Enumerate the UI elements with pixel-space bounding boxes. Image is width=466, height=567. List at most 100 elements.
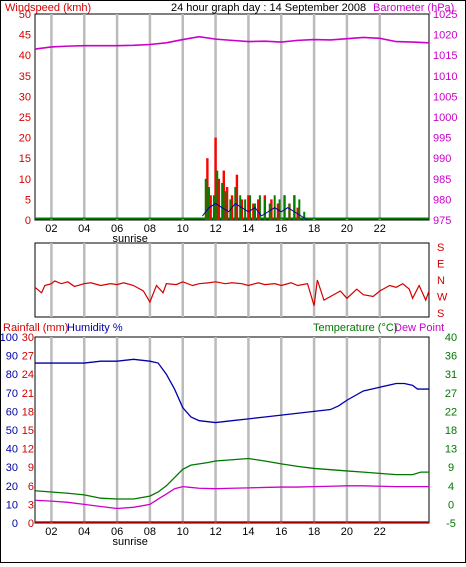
rainfall-tick-label: 24: [22, 369, 34, 381]
temperature-tick-label: 9: [448, 462, 454, 474]
humidity-tick-label: 40: [6, 444, 18, 456]
average-wind-bar: [298, 199, 301, 220]
barometer-tick-label: 995: [433, 133, 451, 145]
gust-bar: [214, 137, 217, 220]
temp-sunrise-label: sunrise: [112, 536, 147, 548]
wind-x-tick-label: 02: [45, 223, 57, 235]
temp-x-tick-label: 04: [78, 526, 90, 538]
average-wind-bar: [293, 195, 296, 220]
temp-x-tick-label: 14: [242, 526, 254, 538]
barometer-axis-label: Barometer (hPa): [373, 2, 454, 14]
direction-tick-label: W: [437, 292, 448, 304]
average-wind-bar: [283, 195, 286, 220]
direction-tick-label: E: [437, 259, 444, 271]
wind-sunrise-label: sunrise: [112, 233, 147, 245]
temp-plot-area: [34, 336, 430, 524]
wind-x-tick-label: 06: [111, 223, 123, 235]
direction-tick-label: S: [437, 242, 444, 254]
gust-bar: [252, 203, 255, 220]
gust-bar: [206, 158, 209, 220]
average-wind-bar: [288, 203, 291, 220]
temperature-tick-label: 36: [445, 351, 457, 363]
wind-direction-line: [34, 279, 430, 306]
windspeed-tick-label: 35: [19, 71, 31, 83]
temp-x-tick-label: 08: [144, 526, 156, 538]
average-wind-bar: [253, 203, 256, 220]
temperature-tick-label: 22: [445, 406, 457, 418]
gust-bar: [225, 187, 229, 220]
humidity-tick-label: 90: [6, 351, 18, 363]
rainfall-tick-label: 12: [22, 444, 34, 456]
temperature-tick-label: 13: [445, 444, 457, 456]
rainfall-tick-label: 6: [28, 481, 34, 493]
temperature-tick-label: 4: [448, 481, 454, 493]
temperature-tick-label: 40: [445, 332, 457, 344]
gust-bar: [222, 170, 225, 220]
gust-bar: [257, 199, 260, 220]
rainfall-tick-label: 0: [28, 518, 34, 530]
wind-x-tick-label: 22: [374, 223, 386, 235]
barometer-tick-label: 1010: [433, 71, 457, 83]
barometer-tick-label: 1015: [433, 50, 457, 62]
temperature-tick-label: -5: [446, 518, 456, 530]
gust-bar: [235, 174, 239, 220]
windspeed-tick-label: 25: [19, 112, 31, 124]
average-wind-bar: [263, 199, 266, 220]
humidity-line: [35, 358, 429, 424]
temp-x-tick-label: 20: [341, 526, 353, 538]
gust-bar: [217, 178, 221, 220]
temp-x-tick-label: 16: [275, 526, 287, 538]
wind-x-tick-label: 08: [144, 223, 156, 235]
average-wind-bar: [208, 187, 211, 220]
rainfall-tick-label: 27: [22, 351, 34, 363]
rainfall-tick-label: 15: [22, 425, 34, 437]
gust-bar: [276, 203, 280, 220]
temp-x-tick-label: 02: [45, 526, 57, 538]
rainfall-tick-label: 3: [28, 499, 34, 511]
humidity-tick-label: 10: [6, 499, 18, 511]
temp-x-tick-label: 18: [308, 526, 320, 538]
temp-x-tick-label: 12: [209, 526, 221, 538]
barometer-tick-label: 985: [433, 174, 451, 186]
windspeed-tick-label: 15: [19, 153, 31, 165]
rainfall-axis-label: Rainfall (mm): [3, 322, 68, 334]
windspeed-tick-label: 10: [19, 174, 31, 186]
barometer-tick-label: 990: [433, 153, 451, 165]
humidity-tick-label: 80: [6, 369, 18, 381]
average-wind-bar: [216, 170, 219, 220]
barometer-tick-label: 980: [433, 194, 451, 206]
dewpoint-line: [34, 485, 429, 510]
average-wind-bar: [268, 203, 271, 220]
wind-x-tick-label: 14: [242, 223, 254, 235]
wind-x-tick-label: 20: [341, 223, 353, 235]
windspeed-tick-label: 40: [19, 50, 31, 62]
temperature-axis-label: Temperature (°C): [313, 322, 397, 334]
humidity-tick-label: 100: [1, 332, 18, 344]
average-wind-bar: [204, 178, 207, 220]
windspeed-tick-label: 50: [19, 9, 31, 21]
windspeed-tick-label: 20: [19, 133, 31, 145]
wind-x-tick-label: 16: [275, 223, 287, 235]
windspeed-tick-label: 0: [25, 215, 31, 227]
humidity-tick-label: 60: [6, 406, 18, 418]
wind-plot-area: [34, 13, 430, 221]
average-wind-bar: [212, 195, 215, 220]
average-wind-bar: [303, 211, 306, 220]
wind-x-tick-label: 12: [209, 223, 221, 235]
direction-tick-label: S: [437, 308, 444, 320]
barometer-tick-label: 1020: [433, 30, 457, 42]
rainfall-tick-label: 30: [22, 332, 34, 344]
humidity-tick-label: 20: [6, 481, 18, 493]
temp-x-tick-label: 06: [111, 526, 123, 538]
humidity-tick-label: 70: [6, 388, 18, 400]
temperature-tick-label: 0: [448, 499, 454, 511]
barometer-tick-label: 975: [433, 215, 451, 227]
barometer-tick-label: 1025: [433, 9, 457, 21]
wind-x-tick-label: 04: [78, 223, 90, 235]
direction-tick-label: N: [437, 275, 445, 287]
average-wind-bar: [278, 199, 281, 220]
wind-x-tick-label: 10: [177, 223, 189, 235]
temperature-line: [34, 457, 429, 500]
